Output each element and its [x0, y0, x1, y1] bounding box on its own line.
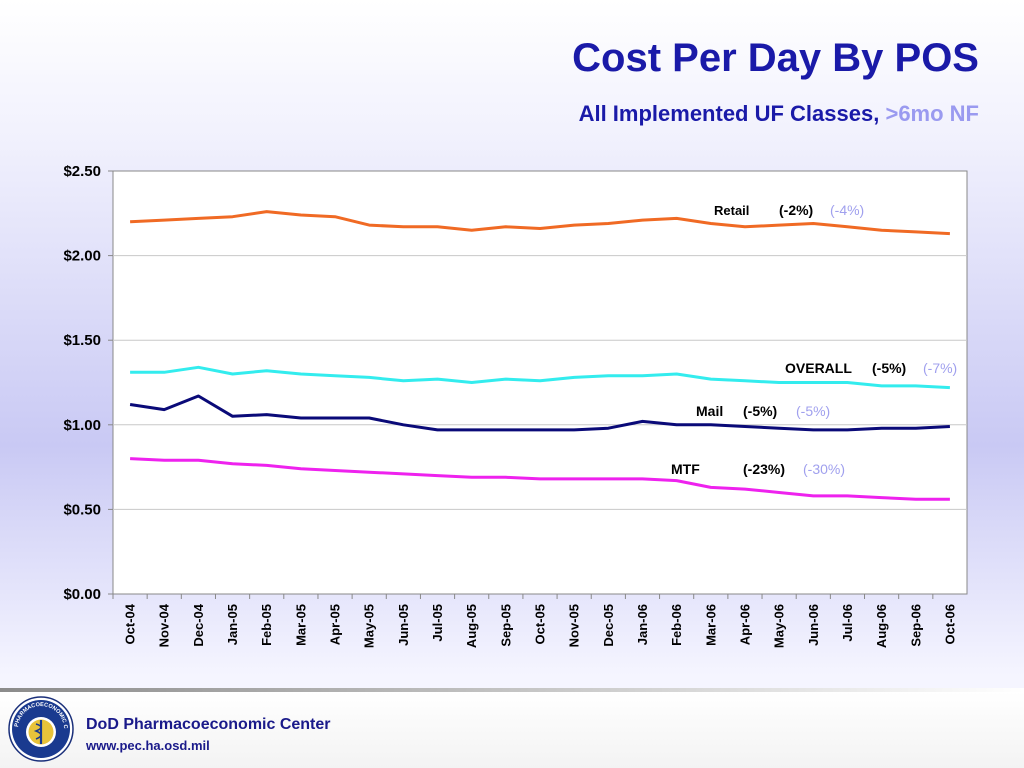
y-tick-label: $0.00 [63, 586, 101, 603]
x-tick-label: May-05 [362, 604, 377, 648]
x-tick-label: Jan-06 [635, 604, 650, 645]
x-tick-label: May-06 [772, 604, 787, 648]
x-tick-label: Aug-06 [874, 604, 889, 648]
series-change-retail: (-2%) [779, 202, 813, 218]
x-tick-label: Sep-05 [498, 604, 513, 647]
x-tick-label: Dec-04 [191, 603, 206, 646]
x-tick-label: Apr-06 [737, 604, 752, 645]
x-tick-label: Oct-04 [123, 603, 138, 644]
series-change-mail: (-5%) [743, 403, 777, 419]
x-tick-label: Jun-06 [806, 604, 821, 646]
x-tick-label: Feb-06 [669, 604, 684, 646]
slide-title: Cost Per Day By POS [572, 36, 979, 80]
series-change-nf-mail: (-5%) [796, 403, 830, 419]
x-tick-label: Mar-05 [293, 604, 308, 646]
series-line-mail [129, 394, 950, 432]
y-tick-label: $2.50 [63, 163, 101, 180]
series-line-overall [130, 365, 950, 390]
series-change-overall: (-5%) [872, 360, 906, 376]
footer-url-link[interactable]: www.pec.ha.osd.mil [86, 738, 210, 753]
series-label-mtf: MTF [671, 461, 700, 477]
x-tick-label: Jul-06 [840, 604, 855, 642]
y-tick-label: $0.50 [63, 501, 101, 518]
x-tick-label: Apr-05 [328, 604, 343, 645]
cost-per-day-chart: $0.00 $0.50 $1.00 $1.50 $2.00 $2.50 Oct-04 Nov… [63, 163, 968, 648]
footer-bar [0, 692, 1024, 768]
x-tick-label: Nov-04 [157, 603, 172, 647]
y-tick-label: $2.00 [63, 248, 101, 265]
series-labels: Retail (-2%) (-4%) OVERALL (-5%) (-7%) Mail (-5… [671, 202, 957, 477]
series-label-retail: Retail [714, 203, 749, 218]
x-axis: Oct-04 Nov-04 Dec-04 Jan-05 Feb-05 Mar-05 Apr-… [112, 594, 957, 648]
subtitle-accent: >6mo NF [885, 101, 979, 126]
series-label-mail: Mail [696, 403, 723, 419]
subtitle-main: All Implemented UF Classes, [578, 101, 880, 126]
y-tick-label: $1.00 [63, 417, 101, 434]
series-label-overall: OVERALL [785, 360, 852, 376]
series-change-mtf: (-23%) [743, 461, 785, 477]
series-change-nf-mtf: (-30%) [803, 461, 845, 477]
x-tick-label: Jan-05 [225, 604, 240, 645]
y-axis: $0.00 $0.50 $1.00 $1.50 $2.00 $2.50 [63, 163, 113, 603]
x-tick-label: Oct-06 [942, 604, 957, 644]
footer-divider [0, 688, 1024, 692]
series-change-nf-overall: (-7%) [923, 360, 957, 376]
x-tick-label: Sep-06 [908, 604, 923, 647]
series-line-retail [130, 210, 950, 236]
x-tick-label: Mar-06 [703, 604, 718, 646]
footer-org-name: DoD Pharmacoeconomic Center [86, 716, 331, 733]
x-tick-label: Jun-05 [396, 604, 411, 646]
y-tick-label: $1.50 [63, 332, 101, 349]
x-tick-label: Oct-05 [533, 604, 548, 644]
series-line-mtf [130, 457, 950, 501]
x-tick-label: Aug-05 [464, 604, 479, 648]
gridlines [113, 255, 967, 510]
x-tick-label: Dec-05 [601, 604, 616, 647]
slide-subtitle: All Implemented UF Classes, >6mo NF [579, 101, 979, 127]
dod-pec-seal-icon: PHARMACOECONOMIC CENTER [8, 696, 74, 762]
series-lines [129, 210, 950, 501]
x-tick-label: Feb-05 [259, 604, 274, 646]
series-change-nf-retail: (-4%) [830, 202, 864, 218]
x-tick-label: Jul-05 [430, 604, 445, 642]
x-tick-label: Nov-05 [567, 604, 582, 647]
